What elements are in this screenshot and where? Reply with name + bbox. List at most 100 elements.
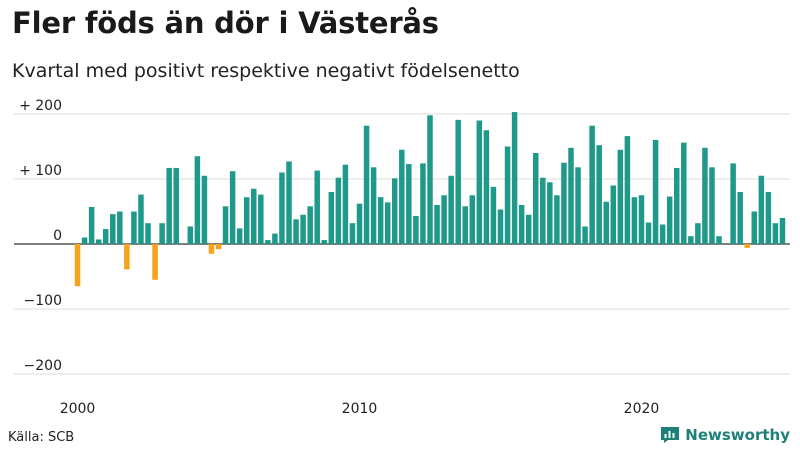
axis-labels: + 200 + 100 0 −100 −200 2000 2010 2020 xyxy=(19,98,659,417)
bar xyxy=(314,170,320,244)
bar xyxy=(511,112,518,244)
bar xyxy=(673,167,680,244)
y-tick-label: 0 xyxy=(53,228,62,244)
chart-subtitle: Kvartal med positivt respektive negativt… xyxy=(12,60,520,82)
bar xyxy=(772,223,779,244)
bar xyxy=(307,206,313,244)
bar xyxy=(370,167,377,244)
y-tick-label: + 100 xyxy=(19,163,62,179)
bar xyxy=(194,156,201,244)
bar xyxy=(208,244,215,254)
bar xyxy=(575,167,581,244)
bar xyxy=(504,146,511,244)
bar xyxy=(469,195,476,244)
bar xyxy=(617,149,624,244)
bar xyxy=(483,130,490,244)
bar xyxy=(631,197,638,244)
bar xyxy=(547,182,553,244)
bar xyxy=(173,167,179,244)
bar xyxy=(392,178,398,244)
bar xyxy=(145,223,151,244)
bar xyxy=(441,195,447,244)
bar xyxy=(300,214,306,244)
bar xyxy=(666,196,673,244)
bar xyxy=(88,206,95,244)
bar xyxy=(603,201,609,244)
newsworthy-logo-icon xyxy=(661,427,680,443)
bar xyxy=(215,244,222,250)
bar xyxy=(737,192,743,244)
bar xyxy=(624,136,631,244)
bar xyxy=(328,192,335,244)
bar xyxy=(117,211,123,244)
bar xyxy=(561,162,567,244)
bar xyxy=(201,175,208,244)
bar xyxy=(363,125,370,244)
bar xyxy=(638,195,645,244)
bar xyxy=(568,147,574,244)
bar xyxy=(399,149,405,244)
bar xyxy=(596,145,602,244)
y-tick-label: + 200 xyxy=(19,98,62,114)
bar xyxy=(406,164,412,244)
bar xyxy=(610,185,617,244)
x-tick-label: 2020 xyxy=(624,401,660,417)
bar xyxy=(582,226,588,244)
bar xyxy=(532,153,539,244)
bar-chart: + 200 + 100 0 −100 −200 2000 2010 2020 xyxy=(14,98,790,417)
bar xyxy=(377,197,384,244)
bar xyxy=(102,229,109,244)
bar xyxy=(420,163,426,244)
bar xyxy=(74,244,81,287)
bar xyxy=(518,205,525,244)
bar xyxy=(525,214,532,244)
bar xyxy=(236,228,243,244)
bar xyxy=(490,186,497,244)
bar xyxy=(152,244,158,280)
bar xyxy=(730,163,736,244)
bar xyxy=(110,214,116,244)
bar xyxy=(681,142,687,244)
bar xyxy=(497,209,504,244)
bar xyxy=(342,164,349,244)
bar xyxy=(695,223,701,244)
bar xyxy=(159,223,165,244)
bar xyxy=(265,240,271,244)
bar xyxy=(455,119,461,244)
bar xyxy=(589,125,595,244)
bar xyxy=(652,140,659,244)
bar xyxy=(427,115,433,244)
bar xyxy=(744,244,750,248)
bar xyxy=(258,194,264,244)
bar xyxy=(758,175,765,244)
bar xyxy=(131,211,137,244)
bar xyxy=(356,203,363,244)
brand-name: Newsworthy xyxy=(685,426,790,444)
bar xyxy=(272,233,278,244)
brand-logo[interactable]: Newsworthy xyxy=(660,426,790,444)
bar xyxy=(349,223,356,244)
bar xyxy=(384,202,391,244)
bar xyxy=(166,167,172,244)
bar xyxy=(448,175,454,244)
bar xyxy=(279,172,285,244)
bar xyxy=(243,197,250,244)
bar xyxy=(659,224,666,244)
bar xyxy=(138,194,144,244)
x-tick-label: 2000 xyxy=(60,401,96,417)
bar xyxy=(645,222,652,244)
bar xyxy=(434,205,440,244)
bar xyxy=(222,206,229,244)
bar xyxy=(321,240,328,244)
bar xyxy=(335,177,342,244)
bar xyxy=(95,239,102,244)
bar xyxy=(286,161,292,244)
x-tick-label: 2010 xyxy=(342,401,378,417)
bar xyxy=(413,216,419,244)
bar xyxy=(187,226,194,244)
bar xyxy=(554,195,560,244)
bar xyxy=(751,211,758,244)
chart-title: Fler föds än dör i Västerås xyxy=(12,6,439,40)
bar xyxy=(779,218,786,244)
bar xyxy=(716,236,722,244)
